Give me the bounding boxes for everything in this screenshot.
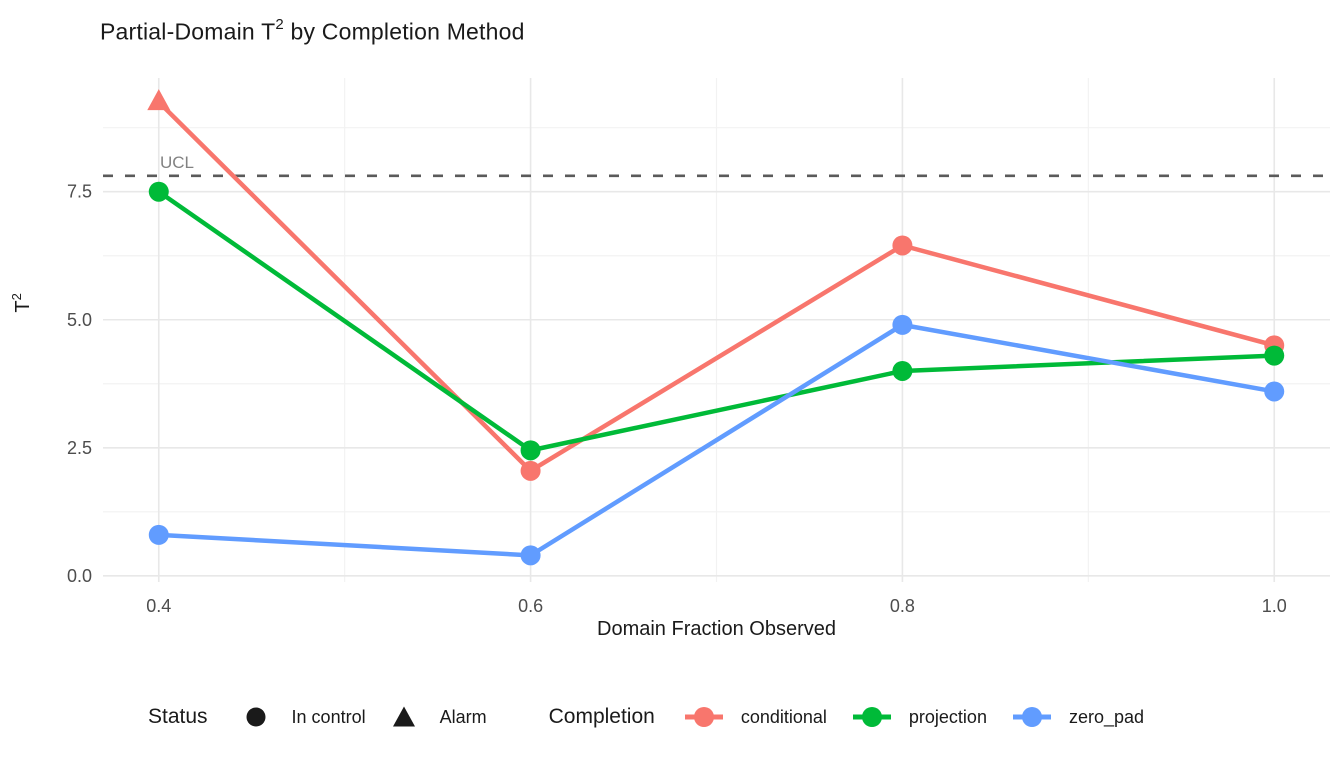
chart-title-suffix: by Completion Method: [283, 18, 525, 45]
legend-key-zero_pad-icon: [1012, 704, 1051, 730]
legend-key-zero_pad-icon: [1012, 707, 1051, 727]
legend-circle-icon: [244, 705, 268, 729]
series-line-zero_pad: [156, 322, 1277, 558]
series-line-projection: [156, 189, 1277, 453]
y-tick-label: 5.0: [67, 310, 92, 330]
legend-key-conditional-icon: [684, 704, 723, 730]
legend-triangle-icon: [392, 706, 415, 727]
y-axis-title-superscript: 2: [9, 293, 25, 301]
legend-item-projection: projection: [908, 706, 987, 727]
legend-item-in-control: In control: [291, 706, 366, 727]
point-projection: [892, 360, 913, 381]
y-tick-label: 0.0: [67, 566, 92, 586]
y-axis-title-text: T: [11, 300, 34, 313]
y-tick-label: 7.5: [67, 182, 92, 202]
chart-title: Partial-Domain T2 by Completion Method: [100, 16, 525, 46]
legend-completion-title: Completion: [548, 705, 655, 728]
chart-title-superscript: 2: [275, 16, 284, 33]
point-projection: [520, 440, 541, 461]
series-line-conditional: [156, 99, 1277, 474]
point-zero_pad: [520, 545, 541, 566]
point-projection: [148, 181, 169, 202]
legend-item-zero_pad: zero_pad: [1068, 706, 1145, 727]
legend-key-projection-icon: [852, 704, 891, 730]
x-tick-label: 0.6: [518, 596, 543, 616]
plot-area: UCL 0.0 2.5 5.0 7.5 0.4 0.6 0.8 1.0: [67, 78, 1330, 616]
point-projection: [1264, 345, 1285, 366]
y-tick-label: 2.5: [67, 438, 92, 458]
point-conditional: [892, 235, 913, 256]
legend: Status In control Alarm Completion condition…: [148, 696, 1144, 738]
point-zero_pad: [1264, 381, 1285, 402]
x-axis-title: Domain Fraction Observed: [597, 618, 836, 640]
x-tick-label: 1.0: [1262, 596, 1287, 616]
legend-status-title: Status: [148, 705, 208, 728]
ucl-label: UCL: [160, 153, 194, 172]
legend-item-conditional: conditional: [740, 706, 827, 727]
point-zero_pad: [148, 524, 169, 545]
legend-key-projection-icon: [852, 707, 891, 727]
chart-title-prefix: Partial-Domain T: [100, 18, 276, 45]
point-zero_pad: [892, 314, 913, 335]
y-axis-title: T2: [9, 273, 35, 333]
point-conditional: [520, 460, 541, 481]
point-alarm-conditional: [147, 89, 171, 111]
legend-circle-icon: [246, 707, 266, 727]
x-tick-label: 0.4: [146, 596, 171, 616]
x-tick-label: 0.8: [890, 596, 915, 616]
legend-triangle-icon: [392, 705, 416, 729]
legend-key-conditional-icon: [684, 707, 723, 727]
legend-item-alarm: Alarm: [439, 706, 487, 727]
